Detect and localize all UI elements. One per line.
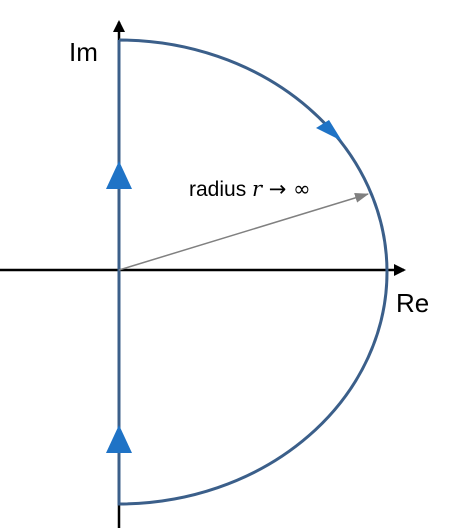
radius-variable: r	[252, 177, 264, 201]
radius-label: radius r → ∞	[189, 177, 311, 201]
arc-direction-arrow	[316, 120, 342, 141]
imaginary-axis-label: Im	[69, 37, 98, 67]
upward-direction-arrow-lower	[106, 425, 132, 453]
upward-direction-arrow-upper	[106, 161, 132, 189]
real-axis-label: Re	[396, 288, 429, 318]
radius-arrow	[118, 193, 369, 271]
radius-label-prefix: radius	[189, 178, 252, 201]
d-contour-path	[117, 38, 389, 506]
radius-relation: → ∞	[262, 177, 310, 201]
